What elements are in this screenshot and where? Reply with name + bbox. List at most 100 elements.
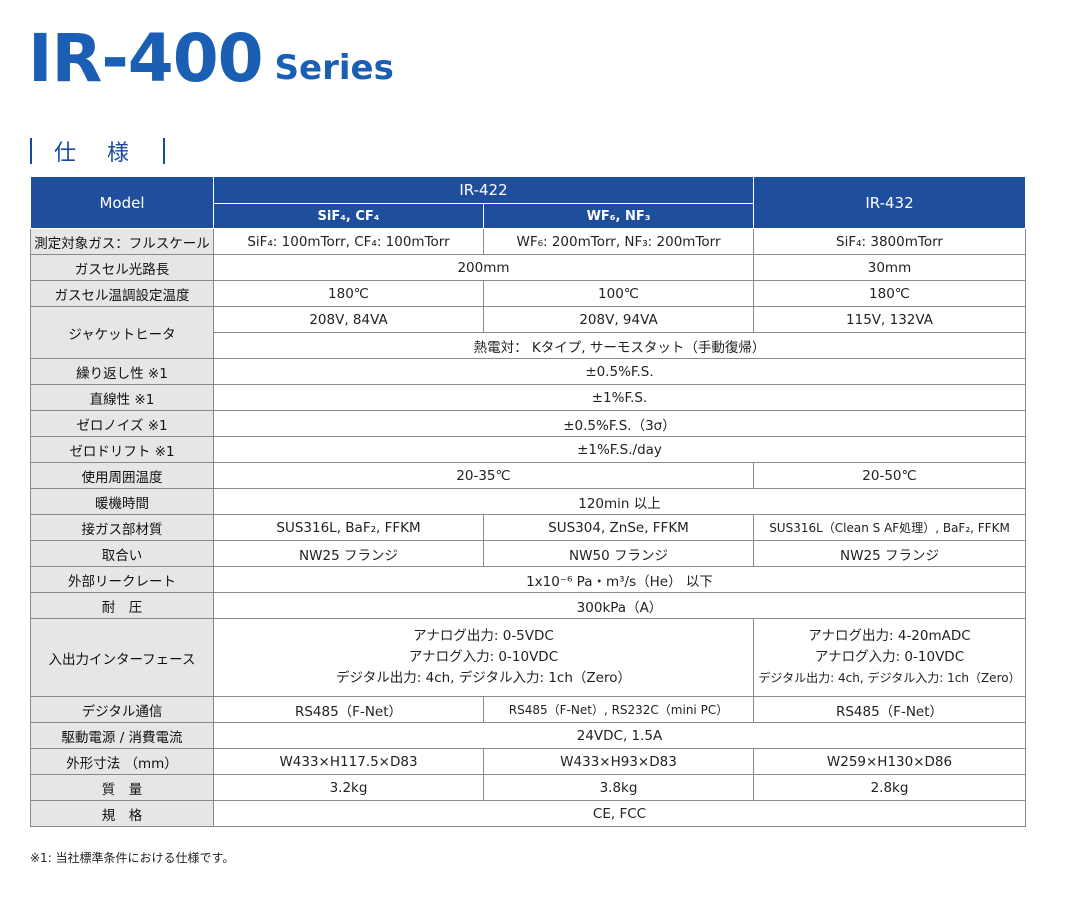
row-label: ガスセル光路長 (30, 254, 214, 281)
header-ir432: IR-432 (753, 176, 1026, 229)
row-label: ジャケットヒータ (30, 306, 214, 359)
table-row: ゼロドリフト ※1 ±1%F.S./day (30, 436, 1026, 463)
table-row: ゼロノイズ ※1 ±0.5%F.S.（3σ） (30, 410, 1026, 437)
row-label: 外形寸法 （mm） (30, 748, 214, 775)
cell: 300kPa（A） (213, 592, 1026, 619)
title-main: IR-400 (28, 20, 264, 97)
table-row: 取合い NW25 フランジ NW50 フランジ NW25 フランジ (30, 540, 1026, 567)
spec-table: Model IR-422 IR-432 SiF₄, CF₄ WF₆, NF₃ 測… (30, 176, 1026, 827)
row-label: デジタル通信 (30, 696, 214, 723)
section-title: 仕 様 (54, 141, 141, 166)
table-row: 暖機時間 120min 以上 (30, 488, 1026, 515)
subheader-wf6-nf3: WF₆, NF₃ (483, 203, 754, 229)
cell: RS485（F-Net） (753, 696, 1026, 723)
title-sub: Series (274, 48, 394, 88)
cell-io-ir422: アナログ出力: 0-5VDC アナログ入力: 0-10VDC デジタル出力: 4… (213, 618, 754, 697)
table-row: 接ガス部材質 SUS316L, BaF₂, FFKM SUS304, ZnSe,… (30, 514, 1026, 541)
cell: SUS316L（Clean S AF処理）, BaF₂, FFKM (753, 514, 1026, 541)
table-row: 直線性 ※1 ±1%F.S. (30, 384, 1026, 411)
header-row: Model IR-422 IR-432 (30, 176, 1026, 229)
cell: SiF₄: 100mTorr, CF₄: 100mTorr (213, 228, 484, 255)
row-label: 入出力インターフェース (30, 618, 214, 697)
cell: ±0.5%F.S. (213, 358, 1026, 385)
table-row: デジタル通信 RS485（F-Net） RS485（F-Net）, RS232C… (30, 696, 1026, 723)
io-line: アナログ出力: 0-5VDC (413, 628, 554, 644)
cell: NW50 フランジ (483, 540, 754, 567)
table-row: 繰り返し性 ※1 ±0.5%F.S. (30, 358, 1026, 385)
table-row: 熱電対： Kタイプ, サーモスタット（手動復帰） (31, 332, 1026, 359)
cell: 120min 以上 (213, 488, 1026, 515)
cell: W433×H93×D83 (483, 748, 754, 775)
cell: CE, FCC (213, 800, 1026, 827)
header-model: Model (30, 176, 214, 229)
subheader-sif4-cf4: SiF₄, CF₄ (213, 203, 484, 229)
cell: 180℃ (753, 280, 1026, 307)
table-row: 使用周囲温度 20-35℃ 20-50℃ (30, 462, 1026, 489)
cell: 208V, 94VA (483, 306, 754, 333)
cell: 200mm (213, 254, 754, 281)
table-row: 規 格 CE, FCC (30, 800, 1026, 827)
row-label: 使用周囲温度 (30, 462, 214, 489)
io-line: デジタル出力: 4ch, デジタル入力: 1ch（Zero） (336, 670, 631, 686)
row-label: 測定対象ガス：フルスケール (30, 228, 214, 255)
row-label: 暖機時間 (30, 488, 214, 515)
table-row: ガスセル光路長 200mm 30mm (30, 254, 1026, 281)
row-label: 外部リークレート (30, 566, 214, 593)
cell: RS485（F-Net）, RS232C（mini PC） (483, 696, 754, 723)
cell: ±0.5%F.S.（3σ） (213, 410, 1026, 437)
footnote: ※1: 当社標準条件における仕様です。 (30, 851, 235, 865)
cell: NW25 フランジ (213, 540, 484, 567)
row-label: 規 格 (30, 800, 214, 827)
cell: 3.2kg (213, 774, 484, 801)
cell: 30mm (753, 254, 1026, 281)
cell: 180℃ (213, 280, 484, 307)
cell: 20-50℃ (753, 462, 1026, 489)
cell-io-ir432: アナログ出力: 4-20mADC アナログ入力: 0-10VDC デジタル出力:… (753, 618, 1026, 697)
row-label: ガスセル温調設定温度 (30, 280, 214, 307)
io-line: アナログ入力: 0-10VDC (814, 649, 965, 665)
cell: 3.8kg (483, 774, 754, 801)
cell: W259×H130×D86 (753, 748, 1026, 775)
cell: ±1%F.S. (213, 384, 1026, 411)
cell: SiF₄: 3800mTorr (753, 228, 1026, 255)
subheader-row: SiF₄, CF₄ WF₆, NF₃ (31, 203, 1026, 229)
table-row: 駆動電源 / 消費電流 24VDC, 1.5A (30, 722, 1026, 749)
table-row: 入出力インターフェース アナログ出力: 0-5VDC アナログ入力: 0-10V… (30, 618, 1026, 697)
cell: SUS304, ZnSe, FFKM (483, 514, 754, 541)
cell: 20-35℃ (213, 462, 754, 489)
io-line: アナログ入力: 0-10VDC (408, 649, 559, 665)
cell: W433×H117.5×D83 (213, 748, 484, 775)
cell: 208V, 84VA (213, 306, 484, 333)
row-label: 駆動電源 / 消費電流 (30, 722, 214, 749)
row-label: 接ガス部材質 (30, 514, 214, 541)
cell: 2.8kg (753, 774, 1026, 801)
table-row: ガスセル温調設定温度 180℃ 100℃ 180℃ (30, 280, 1026, 307)
row-label: ゼロノイズ ※1 (30, 410, 214, 437)
table-row: 外部リークレート 1x10⁻⁶ Pa・m³/s（He） 以下 (30, 566, 1026, 593)
cell: NW25 フランジ (753, 540, 1026, 567)
cell: WF₆: 200mTorr, NF₃: 200mTorr (483, 228, 754, 255)
row-label: 質 量 (30, 774, 214, 801)
table-row: 耐 圧 300kPa（A） (30, 592, 1026, 619)
cell: SUS316L, BaF₂, FFKM (213, 514, 484, 541)
table-row: 測定対象ガス：フルスケール SiF₄: 100mTorr, CF₄: 100mT… (30, 228, 1026, 255)
table-row: ジャケットヒータ 208V, 84VA 208V, 94VA 115V, 132… (30, 306, 1026, 359)
cell: RS485（F-Net） (213, 696, 484, 723)
cell: 115V, 132VA (753, 306, 1026, 333)
header-ir422: IR-422 (213, 176, 754, 204)
section-bar-left (30, 138, 32, 164)
io-line: アナログ出力: 4-20mADC (808, 628, 971, 644)
cell: 100℃ (483, 280, 754, 307)
section-heading: 仕 様 (30, 136, 165, 166)
row-label: 繰り返し性 ※1 (30, 358, 214, 385)
row-label: ゼロドリフト ※1 (30, 436, 214, 463)
io-line: デジタル出力: 4ch, デジタル入力: 1ch（Zero） (758, 671, 1021, 685)
cell: 24VDC, 1.5A (213, 722, 1026, 749)
section-bar-right (163, 138, 165, 164)
table-row: 外形寸法 （mm） W433×H117.5×D83 W433×H93×D83 W… (30, 748, 1026, 775)
cell: 熱電対： Kタイプ, サーモスタット（手動復帰） (213, 332, 1026, 359)
row-label: 取合い (30, 540, 214, 567)
row-label: 直線性 ※1 (30, 384, 214, 411)
table-row: 質 量 3.2kg 3.8kg 2.8kg (30, 774, 1026, 801)
page-title: IR-400 Series (28, 22, 394, 92)
